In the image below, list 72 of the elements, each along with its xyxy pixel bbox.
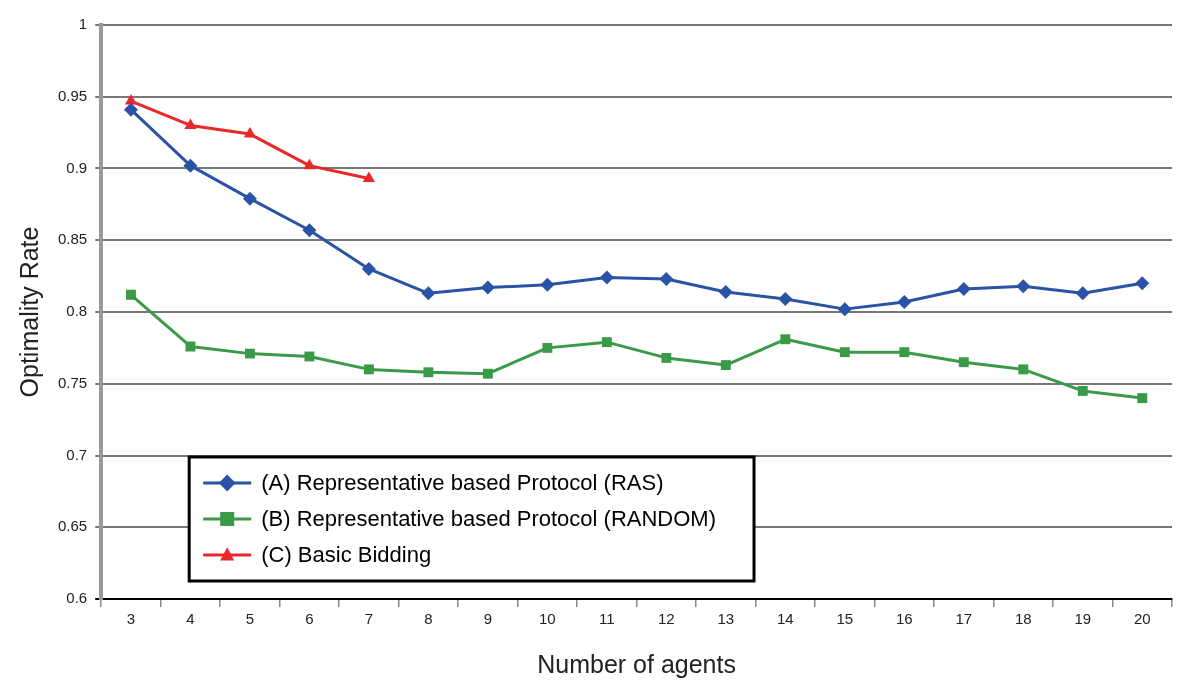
point <box>899 347 910 358</box>
legend-label: (A) Representative based Protocol (RAS) <box>261 470 664 496</box>
point <box>599 270 614 285</box>
point <box>1135 276 1150 291</box>
point <box>304 351 315 362</box>
point <box>302 223 317 238</box>
x-tick-label: 7 <box>364 610 374 628</box>
point <box>361 261 376 276</box>
point <box>183 158 198 173</box>
point <box>778 292 793 307</box>
point <box>363 364 374 375</box>
point <box>601 337 612 348</box>
x-tick-label: 4 <box>186 610 195 628</box>
point <box>1016 279 1031 294</box>
point <box>421 286 436 301</box>
point <box>242 191 257 206</box>
x-tick-label: 9 <box>483 610 493 628</box>
y-tick-label: 0.75 <box>57 373 88 391</box>
x-tick-label: 13 <box>717 610 735 628</box>
legend-label: (B) Representative based Protocol (RANDOM) <box>261 506 717 532</box>
point <box>1018 364 1029 375</box>
y-tick-label: 0.9 <box>66 158 88 176</box>
point <box>1137 393 1148 404</box>
point <box>1075 286 1090 301</box>
point <box>1077 385 1088 396</box>
x-tick-label: 12 <box>658 610 675 628</box>
x-tick-label: 11 <box>599 610 615 628</box>
y-tick-label: 0.7 <box>66 445 88 463</box>
x-tick-label: 8 <box>424 610 433 628</box>
x-tick-label: 3 <box>126 610 136 628</box>
x-tick-label: 15 <box>836 610 854 628</box>
point <box>780 334 791 345</box>
y-tick-label: 0.6 <box>66 589 88 607</box>
x-tick-label: 20 <box>1133 610 1151 628</box>
point <box>659 272 674 286</box>
point <box>482 368 493 379</box>
x-tick-label: 17 <box>955 610 973 628</box>
point <box>720 360 731 371</box>
x-tick-label: 18 <box>1014 610 1032 628</box>
point <box>839 347 850 358</box>
point <box>184 118 197 129</box>
point <box>185 341 196 352</box>
point <box>956 282 971 297</box>
point <box>244 348 255 359</box>
y-axis-title: Optimality Rate <box>14 226 43 398</box>
x-tick-label: 10 <box>539 610 556 628</box>
y-tick-label: 0.85 <box>57 230 88 248</box>
point <box>123 102 138 117</box>
point <box>540 277 555 292</box>
point <box>303 158 316 170</box>
y-tick-label: 0.65 <box>57 517 88 535</box>
point <box>423 367 434 378</box>
point <box>542 342 553 353</box>
x-tick-label: 19 <box>1074 610 1092 628</box>
point <box>480 280 495 295</box>
x-axis-title: Number of agents <box>537 649 736 678</box>
x-tick-label: 14 <box>776 610 794 628</box>
point <box>958 357 969 368</box>
point <box>362 171 375 183</box>
point <box>718 284 733 299</box>
x-tick-label: 5 <box>245 610 255 628</box>
point <box>243 127 256 138</box>
y-tick-label: 0.95 <box>57 86 88 104</box>
point <box>661 352 672 363</box>
point <box>837 302 852 317</box>
y-tick-label: 1 <box>78 15 88 33</box>
x-tick-label: 16 <box>895 610 913 628</box>
legend-label: (C) Basic Bidding <box>261 542 432 568</box>
point <box>125 289 136 300</box>
x-tick-label: 6 <box>305 610 314 628</box>
point <box>897 294 912 309</box>
y-tick-label: 0.8 <box>66 302 88 320</box>
